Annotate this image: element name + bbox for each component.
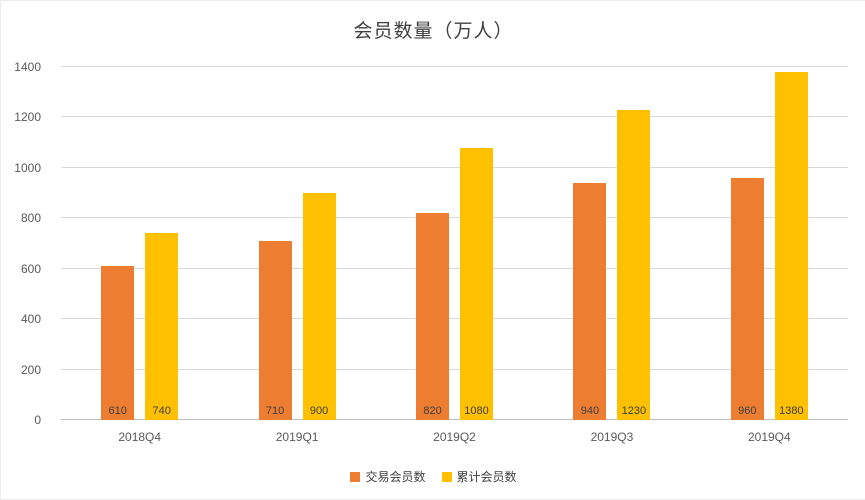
legend-item-series2: 累计会员数 — [441, 468, 517, 485]
bar-group-2019q3: 940 1230 — [533, 67, 690, 420]
legend-swatch — [441, 471, 452, 482]
bar-series2-2019q3: 1230 — [617, 109, 651, 420]
chart-title: 会员数量（万人） — [353, 21, 514, 42]
y-axis: 0 200 400 600 800 1000 1200 1400 — [1, 60, 49, 427]
y-tick-label: 400 — [20, 312, 41, 327]
bar-groups: 610 740 710 900 820 1080 940 1230 960 1380 — [61, 67, 848, 420]
y-tick-label: 0 — [34, 413, 41, 427]
bar-series1-2019q4: 960 — [730, 177, 764, 420]
bar-value-label: 1080 — [464, 405, 489, 417]
bar-group-2019q2: 820 1080 — [376, 67, 533, 420]
y-tick-label: 800 — [20, 211, 41, 226]
gridline — [61, 318, 848, 320]
bar-value-label: 820 — [423, 405, 442, 417]
legend: 交易会员数 累计会员数 — [1, 468, 865, 485]
bar-series1-2018q4: 610 — [101, 266, 135, 420]
y-tick-label: 1400 — [14, 60, 41, 74]
y-tick-label: 600 — [20, 261, 41, 276]
x-tick-label: 2018Q4 — [118, 430, 162, 444]
bar-series2-2018q4: 740 — [145, 233, 179, 420]
x-tick-label: 2019Q1 — [275, 430, 319, 444]
bar-group-2019q4: 960 1380 — [691, 67, 848, 420]
bar-group-2019q1: 710 900 — [218, 67, 375, 420]
bar-value-label: 940 — [580, 405, 600, 417]
bar-value-label: 900 — [309, 405, 329, 417]
x-tick-label: 2019Q2 — [433, 430, 476, 444]
y-tick-label: 200 — [20, 362, 41, 377]
gridline — [61, 116, 848, 118]
bar-value-label: 1230 — [621, 405, 647, 417]
bar-value-label: 960 — [738, 405, 757, 417]
bar-series1-2019q2: 820 — [416, 213, 450, 420]
gridline — [61, 217, 848, 219]
x-tick-label: 2019Q3 — [590, 430, 634, 444]
legend-label: 累计会员数 — [456, 470, 517, 484]
bar-value-label: 1380 — [779, 405, 804, 417]
x-axis: 2018Q4 2019Q1 2019Q2 2019Q3 2019Q4 — [61, 430, 848, 444]
legend-item-series1: 交易会员数 — [350, 468, 426, 485]
bar-group-2018q4: 610 740 — [61, 67, 218, 420]
x-axis-line — [61, 419, 848, 420]
gridline — [61, 368, 848, 370]
bar-series1-2019q1: 710 — [258, 240, 292, 420]
plot-area: 610 740 710 900 820 1080 940 1230 960 1380 — [61, 66, 848, 420]
bar-value-label: 610 — [108, 405, 127, 417]
bar-value-label: 740 — [152, 405, 171, 417]
y-tick-label: 1200 — [14, 110, 41, 125]
gridline — [61, 267, 848, 269]
bar-series2-2019q4: 1380 — [774, 72, 808, 420]
bar-series2-2019q1: 900 — [302, 193, 336, 420]
legend-swatch — [350, 471, 361, 482]
bar-series1-2019q3: 940 — [573, 183, 607, 420]
legend-label: 交易会员数 — [365, 470, 426, 484]
bar-series2-2019q2: 1080 — [460, 147, 494, 420]
gridline — [61, 166, 848, 168]
bar-value-label: 710 — [265, 405, 285, 417]
y-tick-label: 1000 — [14, 160, 41, 175]
gridline — [61, 66, 848, 67]
x-tick-label: 2019Q4 — [747, 430, 791, 444]
